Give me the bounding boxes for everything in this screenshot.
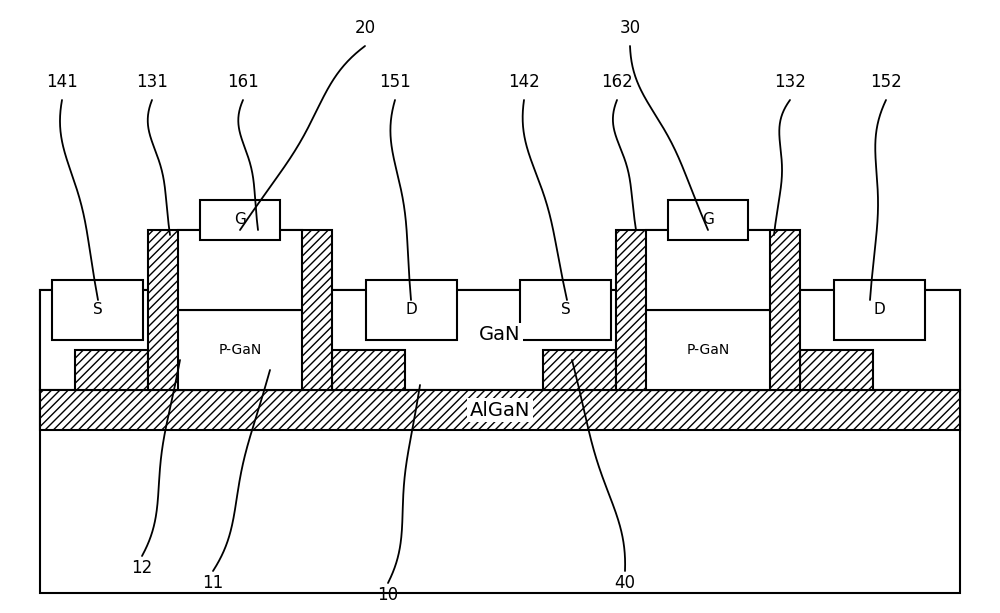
- Text: 161: 161: [227, 73, 259, 91]
- Text: P-GaN: P-GaN: [686, 343, 730, 357]
- Text: 141: 141: [46, 73, 78, 91]
- Text: S: S: [561, 302, 570, 318]
- Bar: [366, 280, 457, 340]
- Bar: [616, 230, 800, 390]
- Text: 162: 162: [601, 73, 633, 91]
- Text: P-GaN: P-GaN: [218, 343, 262, 357]
- Bar: [646, 230, 770, 310]
- Bar: [668, 200, 748, 240]
- Bar: [40, 290, 960, 593]
- Bar: [800, 350, 873, 390]
- Bar: [332, 350, 405, 390]
- Text: AlGaN: AlGaN: [470, 400, 530, 419]
- Bar: [520, 280, 611, 340]
- Text: 132: 132: [774, 73, 806, 91]
- Bar: [40, 390, 960, 430]
- Text: G: G: [702, 213, 714, 227]
- Bar: [646, 310, 770, 390]
- Bar: [178, 310, 302, 390]
- Text: 40: 40: [614, 574, 636, 592]
- Text: S: S: [93, 302, 102, 318]
- Text: G: G: [234, 213, 246, 227]
- Text: 11: 11: [202, 574, 224, 592]
- Text: 10: 10: [377, 586, 399, 604]
- Bar: [543, 350, 616, 390]
- Text: 131: 131: [136, 73, 168, 91]
- Text: 151: 151: [379, 73, 411, 91]
- Text: 12: 12: [131, 559, 153, 577]
- Bar: [52, 280, 143, 340]
- Text: 30: 30: [619, 19, 641, 37]
- Text: 142: 142: [508, 73, 540, 91]
- Text: 152: 152: [870, 73, 902, 91]
- Text: GaN: GaN: [479, 326, 521, 345]
- Bar: [200, 200, 280, 240]
- Text: D: D: [874, 302, 885, 318]
- Bar: [40, 290, 960, 390]
- Bar: [178, 230, 302, 310]
- Bar: [148, 230, 332, 390]
- Bar: [834, 280, 925, 340]
- Bar: [75, 350, 148, 390]
- Text: D: D: [406, 302, 417, 318]
- Text: 20: 20: [354, 19, 376, 37]
